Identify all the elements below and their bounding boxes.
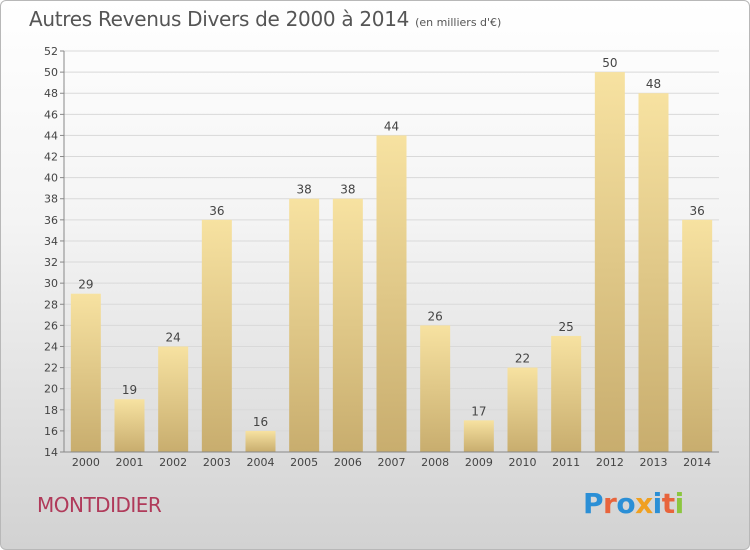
bar-2004 [245,430,276,452]
y-tick-label: 40 [44,172,58,185]
bar-2011 [551,335,582,452]
data-label: 26 [428,309,443,323]
x-tick-label: 2004 [247,456,275,469]
logo-letter: r [603,487,617,520]
proxiti-logo[interactable]: Proxiti [583,487,684,520]
bar-2008 [420,325,451,452]
y-tick-label: 14 [44,446,58,459]
y-tick-label: 44 [44,129,58,142]
data-label: 24 [166,330,181,344]
chart-subtitle: (en milliers d'€) [415,16,502,29]
x-tick-label: 2009 [465,456,493,469]
y-tick-label: 20 [44,383,58,396]
bar-2005 [289,198,320,452]
x-tick-label: 2010 [509,456,537,469]
bar-2006 [332,198,363,452]
axis-layer: 14 16 18 20 22 24 26 28 30 32 34 36 38 40 42 44 46 48 50 52… [44,45,719,469]
y-tick-label: 46 [44,108,58,121]
x-tick-label: 2014 [683,456,711,469]
data-label: 44 [384,119,399,133]
bar-2002 [158,346,189,452]
bar-layer: 29 19 24 36 16 38 38 44 26 17 22 25 50 48 36 [70,56,713,453]
y-tick-label: 48 [44,87,58,100]
place-name: MONTDIDIER [37,493,162,517]
bar-2013 [638,93,669,453]
data-label: 19 [122,383,137,397]
data-label: 36 [209,204,224,218]
y-tick-label: 28 [44,298,58,311]
y-tick-label: 32 [44,256,58,269]
x-tick-label: 2001 [116,456,144,469]
data-label: 38 [340,183,355,197]
bar-2000 [70,293,101,452]
chart-title-text: Autres Revenus Divers de 2000 à 2014 [29,7,410,31]
y-tick-label: 26 [44,319,58,332]
x-tick-label: 2000 [72,456,100,469]
y-tick-label: 30 [44,277,58,290]
y-tick-label: 22 [44,362,58,375]
bar-2001 [114,399,145,452]
data-label: 48 [646,77,661,91]
data-label: 29 [78,278,93,292]
data-label: 25 [559,320,574,334]
bar-2003 [201,219,232,452]
data-label: 16 [253,415,268,429]
chart-title: Autres Revenus Divers de 2000 à 2014 (en … [29,7,501,31]
y-tick-label: 16 [44,425,58,438]
bar-2014 [682,219,713,452]
x-tick-label: 2013 [640,456,668,469]
bar-2007 [376,135,407,452]
data-label: 36 [690,204,705,218]
x-tick-label: 2003 [203,456,231,469]
y-tick-label: 50 [44,66,58,79]
bar-2010 [507,367,538,452]
x-tick-label: 2008 [421,456,449,469]
x-tick-label: 2002 [159,456,187,469]
data-label: 17 [471,404,486,418]
logo-letter: x [635,487,653,520]
logo-letter: i [652,487,663,520]
x-tick-label: 2007 [378,456,406,469]
y-tick-label: 34 [44,235,58,248]
x-tick-label: 2005 [290,456,318,469]
data-label: 22 [515,352,530,366]
data-label: 38 [297,183,312,197]
x-tick-label: 2012 [596,456,624,469]
bar-2009 [463,420,494,452]
logo-letter: t [661,487,675,520]
data-label: 50 [602,56,617,70]
y-tick-label: 36 [44,214,58,227]
x-tick-label: 2011 [552,456,580,469]
x-tick-label: 2006 [334,456,362,469]
y-tick-label: 38 [44,193,58,206]
y-tick-label: 24 [44,340,58,353]
y-tick-label: 52 [44,45,58,58]
bar-2012 [594,72,625,453]
y-tick-label: 18 [44,404,58,417]
y-tick-label: 42 [44,151,58,164]
logo-letter: i [674,487,685,520]
logo-letter: o [616,487,636,520]
logo-letter: P [583,487,604,520]
